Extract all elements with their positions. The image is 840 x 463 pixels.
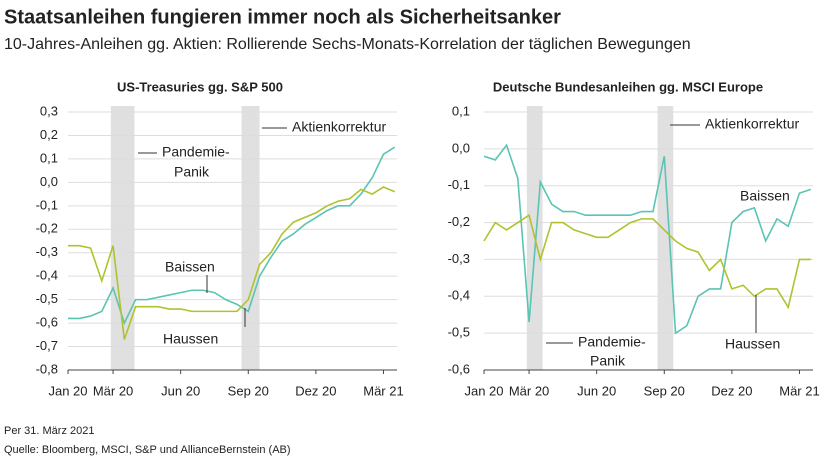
- x-tick-label: Dez 20: [711, 383, 752, 398]
- y-tick-label: -0,4: [36, 268, 58, 283]
- y-tick-label: -0,5: [448, 325, 470, 340]
- y-tick-label: 0,0: [40, 174, 58, 189]
- x-tick-label: Mär 21: [779, 383, 819, 398]
- annotation: Aktienkorrektur: [292, 119, 386, 135]
- y-tick-label: -0,2: [36, 221, 58, 236]
- x-tick-label: Jan 20: [48, 383, 87, 398]
- y-tick-label: 0,0: [452, 140, 470, 155]
- y-tick-label: -0,1: [448, 177, 470, 192]
- series-line: [483, 143, 811, 335]
- annotation: Panik: [174, 164, 210, 180]
- x-tick-label: Mär 20: [509, 383, 549, 398]
- x-tick-label: Dez 20: [295, 383, 336, 398]
- annotation: Aktienkorrektur: [705, 116, 799, 132]
- x-tick-label: Sep 20: [228, 383, 269, 398]
- footnote: Per 31. März 2021: [4, 425, 95, 437]
- chart-title: Deutsche Bundesanleihen gg. MSCI Europe: [493, 79, 763, 94]
- x-tick-label: Jun 20: [161, 383, 200, 398]
- x-tick-label: Mär 21: [363, 383, 403, 398]
- series-label: Baissen: [165, 259, 215, 275]
- series-label: Haussen: [163, 331, 218, 347]
- y-tick-label: -0,2: [448, 214, 470, 229]
- y-tick-label: -0,7: [36, 338, 58, 353]
- y-tick-label: 0,2: [40, 127, 58, 142]
- y-tick-label: -0,5: [36, 291, 58, 306]
- y-tick-label: -0,6: [36, 315, 58, 330]
- x-tick-label: Jan 20: [464, 383, 503, 398]
- title: Staatsanleihen fungieren immer noch als …: [4, 6, 561, 28]
- series-line: [68, 186, 396, 340]
- subtitle: 10-Jahres-Anleihen gg. Aktien: Rollieren…: [4, 36, 691, 53]
- y-tick-label: 0,1: [452, 103, 470, 118]
- y-tick-label: -0,3: [448, 251, 470, 266]
- y-tick-label: -0,1: [36, 197, 58, 212]
- shaded-period: [241, 106, 260, 370]
- series-label: Baissen: [740, 188, 790, 204]
- shaded-period: [657, 106, 674, 370]
- y-tick-label: -0,4: [448, 288, 470, 303]
- y-tick-label: -0,6: [448, 361, 470, 376]
- x-tick-label: Mär 20: [93, 383, 133, 398]
- y-tick-label: -0,8: [36, 361, 58, 376]
- shaded-period: [110, 106, 135, 370]
- x-tick-label: Sep 20: [644, 383, 685, 398]
- x-tick-label: Jun 20: [577, 383, 616, 398]
- series-label: Haussen: [725, 336, 780, 352]
- y-tick-label: -0,3: [36, 244, 58, 259]
- y-tick-label: 0,1: [40, 150, 58, 165]
- annotation: Pandemie-: [578, 334, 646, 350]
- footnote: Quelle: Bloomberg, MSCI, S&P und Allianc…: [4, 444, 291, 456]
- annotation: Pandemie-: [162, 144, 230, 160]
- annotation: Panik: [590, 353, 626, 369]
- chart-title: US-Treasuries gg. S&P 500: [117, 79, 283, 94]
- y-tick-label: 0,3: [40, 103, 58, 118]
